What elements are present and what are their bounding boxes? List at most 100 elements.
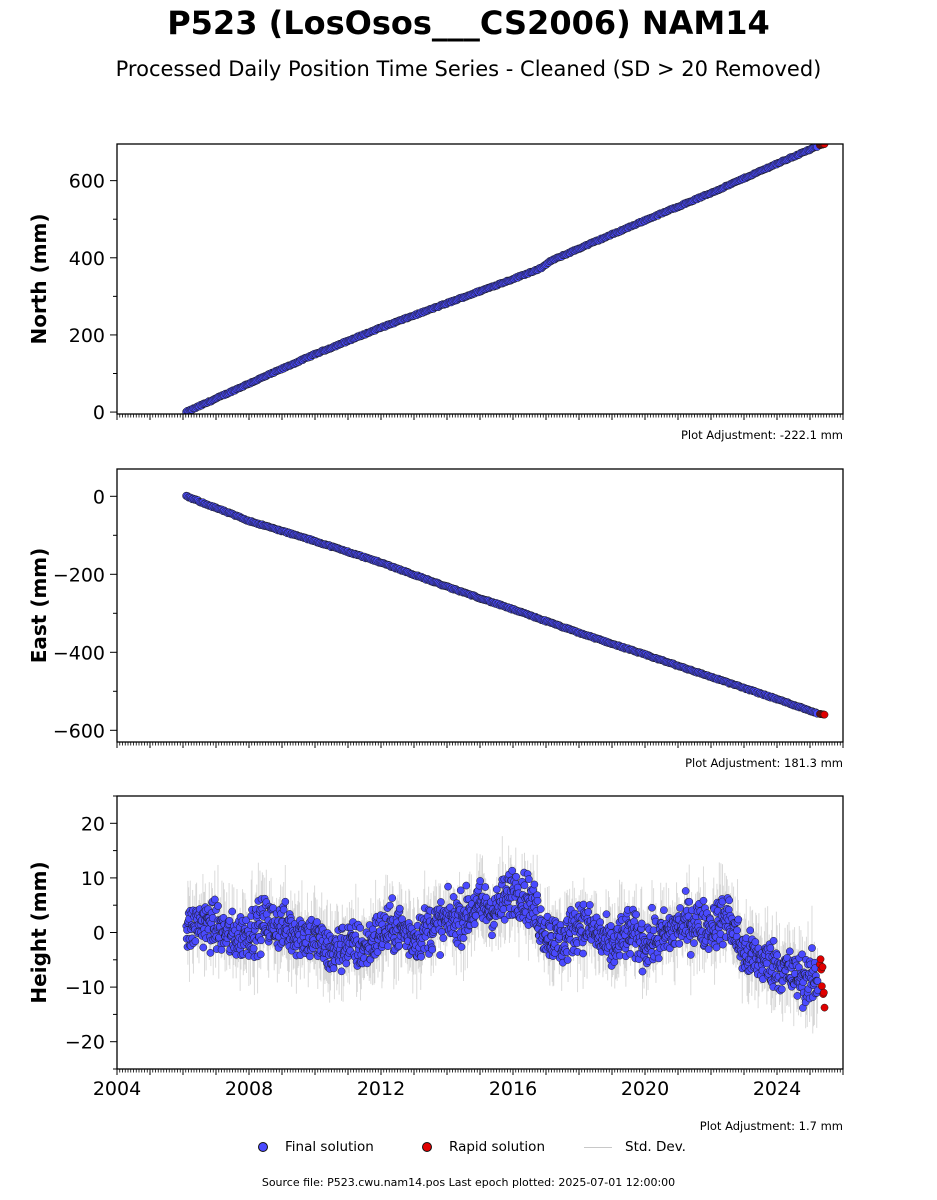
plot-adjustment-note: Plot Adjustment: 1.7 mm (700, 1119, 843, 1133)
final-solution-point (417, 952, 425, 961)
final-solution-point (444, 882, 452, 891)
final-solution-point (388, 894, 397, 902)
final-solution-point (637, 919, 646, 928)
y-tick-label: −600 (53, 720, 105, 742)
y-tick-label: 400 (69, 248, 105, 270)
final-solution-point (725, 896, 734, 905)
final-solution-point (602, 910, 611, 919)
legend: Final solution Rapid solution Std. Dev. (0, 1136, 937, 1158)
rapid-solution-point (820, 1003, 829, 1012)
final-solution-point (385, 901, 394, 910)
final-solution-point (638, 967, 647, 976)
final-solution-point (685, 897, 694, 906)
final-solution-point (249, 944, 258, 953)
final-solution-point (778, 985, 786, 994)
final-solution-point (500, 915, 509, 924)
final-solution-point (395, 904, 404, 913)
source-footer: Source file: P523.cwu.nam14.pos Last epo… (261, 1176, 676, 1189)
final-solution-point (313, 918, 321, 926)
final-solution-point (681, 887, 690, 895)
y-tick-label: 20 (81, 813, 105, 835)
final-solution-point (536, 905, 545, 913)
final-solution-point (712, 943, 721, 952)
y-tick-label: −400 (53, 642, 105, 664)
final-solution-point (281, 897, 290, 906)
final-solution-point (632, 910, 641, 919)
final-solution-point (384, 942, 392, 951)
y-tick-label: 10 (81, 868, 105, 890)
final-solution-point (793, 992, 802, 1000)
chart-title: P523 (LosOsos___CS2006) NAM14 (167, 4, 770, 42)
final-solution-point (719, 940, 727, 949)
x-tick-label: 2020 (621, 1078, 669, 1100)
final-solution-point (798, 950, 806, 959)
y-tick-label: −20 (65, 1032, 105, 1054)
y-tick-label: −200 (53, 564, 105, 586)
final-solution-point (476, 877, 484, 885)
final-solution-point (751, 938, 760, 946)
final-solution-point (395, 941, 403, 950)
panel-0: 0 200 400 600 North (mm) Plot Adjustment: -22… (27, 143, 844, 442)
legend-item-rapid: Rapid solution (422, 1136, 545, 1158)
y-axis-label: North (mm) (27, 213, 51, 344)
final-solution-point (373, 948, 382, 956)
panel-2: 20 10 0 −10 −20 2004 2008 2012 2016 2020 2024 Heigh… (27, 795, 844, 1133)
legend-label-std: Std. Dev. (625, 1139, 686, 1155)
final-solution-point (490, 920, 498, 929)
legend-label-rapid: Rapid solution (449, 1139, 545, 1155)
final-solution-point (660, 906, 668, 915)
final-solution-point (520, 881, 529, 890)
rapid-solution-marker-icon (422, 1142, 432, 1152)
final-solution-point (524, 875, 533, 884)
final-solution-point (563, 956, 572, 964)
y-tick-label: 0 (93, 486, 105, 508)
rapid-solution-point (818, 963, 827, 971)
y-tick-label: 200 (69, 325, 105, 347)
final-solution-point (257, 936, 265, 945)
final-solution-point (733, 926, 741, 935)
final-solution-point (813, 977, 822, 985)
final-solution-point (456, 886, 465, 895)
final-solution-point (428, 945, 437, 954)
final-solution-point (481, 883, 490, 891)
final-solution-point (785, 947, 794, 956)
final-solution-point (457, 943, 466, 951)
final-solution-point (206, 949, 215, 957)
final-solution-marker-icon (258, 1142, 268, 1152)
final-solution-point (306, 952, 314, 961)
y-tick-label: 0 (93, 402, 105, 424)
final-solution-point (342, 959, 351, 968)
final-solution-point (584, 908, 593, 916)
final-solution-point (228, 907, 237, 916)
x-tick-label: 2012 (357, 1078, 405, 1100)
final-solution-point (449, 893, 458, 901)
legend-item-std: Std. Dev. (584, 1136, 686, 1158)
final-solution-point (690, 939, 698, 947)
final-solution-point (459, 934, 468, 942)
final-solution-point (508, 866, 517, 875)
x-tick-label: 2024 (753, 1078, 801, 1100)
final-solution-point (766, 944, 775, 952)
final-solution-point (746, 926, 755, 935)
x-tick-label: 2004 (93, 1078, 141, 1100)
x-tick-label: 2008 (225, 1078, 273, 1100)
final-solution-point (217, 945, 226, 954)
chart-subtitle: Processed Daily Position Time Series - C… (115, 57, 822, 81)
final-solution-point (210, 895, 219, 904)
final-solution-point (704, 945, 713, 954)
final-solution-point (773, 951, 781, 960)
panel-1: 0 −200 −400 −600 East (mm) Plot Adjustment: 1… (27, 468, 844, 770)
final-solution-point (654, 954, 663, 963)
final-solution-point (530, 880, 539, 889)
final-solution-point (462, 881, 471, 890)
plot-layer (182, 144, 829, 414)
final-solution-point (242, 916, 250, 925)
final-solution-point (470, 920, 479, 929)
final-solution-point (329, 964, 338, 973)
legend-label-final: Final solution (285, 1139, 374, 1155)
y-tick-label: 0 (93, 923, 105, 945)
final-solution-point (436, 951, 444, 959)
y-tick-label: −10 (65, 977, 105, 999)
final-solution-point (214, 902, 222, 910)
